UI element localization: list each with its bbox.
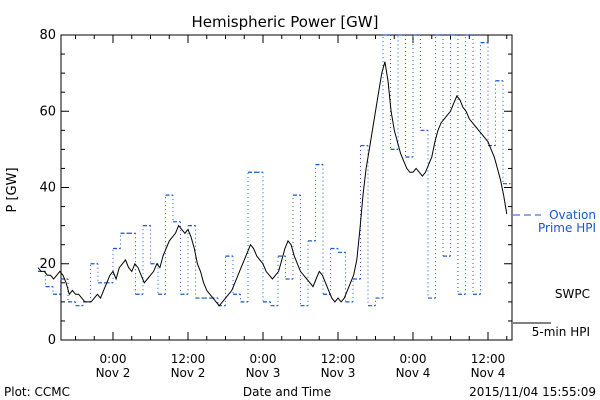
legend: Ovation Prime HPI SWPC 5-min HPI xyxy=(513,208,596,339)
x-tick-label-date: Nov 3 xyxy=(246,366,281,380)
x-tick-label-time: 0:00 xyxy=(100,352,127,366)
x-tick-label-date: Nov 2 xyxy=(171,366,206,380)
y-tick-label: 20 xyxy=(39,257,56,272)
x-tick-label-date: Nov 3 xyxy=(321,366,356,380)
legend-swpc-label-2: 5-min HPI xyxy=(532,325,590,339)
x-tick-label-date: Nov 2 xyxy=(96,366,131,380)
x-tick-label-time: 0:00 xyxy=(400,352,427,366)
x-tick-label-date: Nov 4 xyxy=(471,366,506,380)
legend-ovation-label-2: Prime HPI xyxy=(538,221,596,235)
x-tick-label-time: 12:00 xyxy=(171,352,206,366)
legend-ovation-label-1: Ovation xyxy=(549,208,596,222)
footer-timestamp: 2015/11/04 15:55:09 xyxy=(469,385,596,399)
footer-source: Plot: CCMC xyxy=(4,385,70,399)
swpc-line xyxy=(37,61,508,307)
x-tick-label-date: Nov 4 xyxy=(396,366,431,380)
y-tick-label: 80 xyxy=(39,28,56,43)
series-ovation-prime xyxy=(38,34,511,307)
y-tick-label: 40 xyxy=(39,181,56,196)
x-tick-label-time: 0:00 xyxy=(250,352,277,366)
legend-swpc-label-1: SWPC xyxy=(555,287,590,301)
y-tick-label: 0 xyxy=(48,333,56,348)
y-axis-label: P [GW] xyxy=(5,167,20,212)
chart-title: Hemispheric Power [GW] xyxy=(192,13,379,31)
x-axis-label: Date and Time xyxy=(243,385,331,399)
axis-ticks xyxy=(61,34,512,341)
y-tick-labels: 0 20 40 60 80 xyxy=(39,28,56,348)
series-swpc xyxy=(37,61,508,307)
x-tick-label-time: 12:00 xyxy=(321,352,356,366)
plot-frame xyxy=(60,34,513,341)
y-tick-label: 60 xyxy=(39,104,56,119)
x-tick-label-time: 12:00 xyxy=(471,352,506,366)
